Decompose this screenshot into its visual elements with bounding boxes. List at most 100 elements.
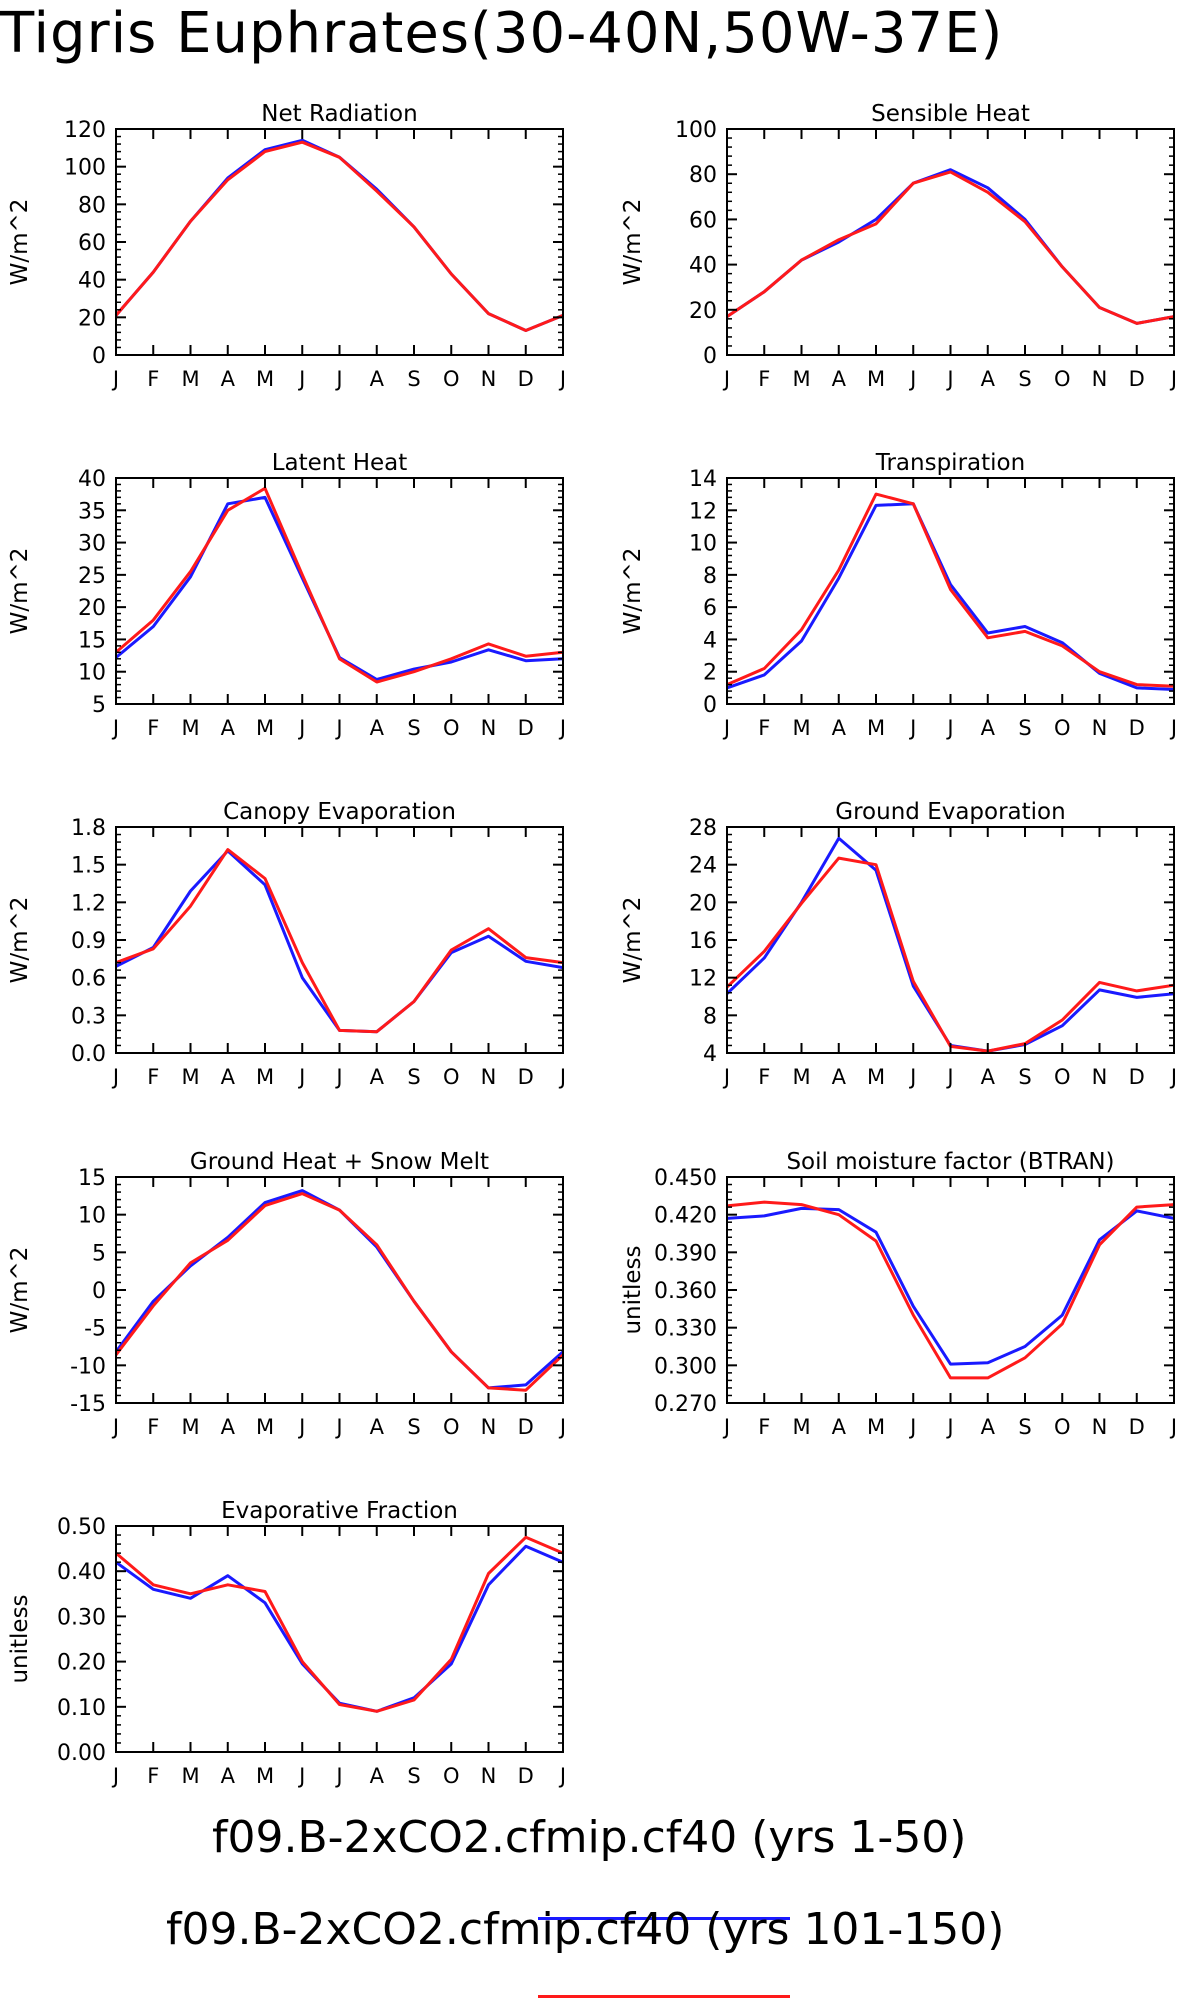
x-tick-label: M xyxy=(256,367,274,391)
x-tick-label: J xyxy=(334,1764,342,1788)
y-tick-label: 60 xyxy=(689,208,717,233)
y-tick-label: 8 xyxy=(703,564,717,589)
x-tick-label: J xyxy=(945,1415,953,1439)
x-tick-label: F xyxy=(147,367,159,391)
x-tick-label: S xyxy=(1018,1415,1031,1439)
x-tick-label: J xyxy=(1169,1415,1177,1439)
plot-frame xyxy=(115,128,564,356)
y-tick-label: 20 xyxy=(78,306,106,331)
x-tick-label: N xyxy=(481,367,497,391)
x-tick-label: J xyxy=(722,1415,730,1439)
y-tick-label: 0.270 xyxy=(654,1392,717,1417)
y-tick-label: 0 xyxy=(703,344,717,369)
y-tick-label: 24 xyxy=(689,854,717,879)
x-tick-label: J xyxy=(297,1764,305,1788)
y-tick-label: 0 xyxy=(703,693,717,718)
series-line-b xyxy=(725,856,1175,1053)
x-tick-label: F xyxy=(758,716,770,740)
y-axis-label: W/m^2 xyxy=(620,548,646,635)
series-line-b xyxy=(726,170,1175,325)
y-tick-label: 0.360 xyxy=(654,1279,717,1304)
y-tick-label: 10 xyxy=(689,532,717,557)
x-tick-label: O xyxy=(1054,716,1071,740)
y-tick-label: 0.50 xyxy=(57,1515,106,1540)
x-tick-label: J xyxy=(558,716,566,740)
x-tick-label: M xyxy=(256,1065,274,1089)
x-tick-label: A xyxy=(370,1764,385,1788)
y-tick-label: 40 xyxy=(78,269,106,294)
y-tick-label: 0.30 xyxy=(57,1605,106,1630)
x-tick-label: N xyxy=(481,1415,497,1439)
x-tick-label: F xyxy=(758,1065,770,1089)
y-tick-label: 0.330 xyxy=(654,1317,717,1342)
x-tick-label: N xyxy=(1092,367,1108,391)
series-line-b xyxy=(115,486,564,684)
y-tick-label: 20 xyxy=(689,891,717,916)
y-tick-label: 0 xyxy=(92,344,106,369)
y-axis-label: unitless xyxy=(620,1245,646,1334)
x-tick-label: J xyxy=(334,716,342,740)
y-tick-label: 15 xyxy=(78,628,106,653)
y-tick-label: 80 xyxy=(689,163,717,188)
y-tick-label: 80 xyxy=(78,193,106,218)
series-line-a xyxy=(726,502,1175,691)
x-tick-label: S xyxy=(1018,1065,1031,1089)
x-tick-label: O xyxy=(443,716,460,740)
x-tick-label: J xyxy=(111,1764,119,1788)
x-tick-label: N xyxy=(1092,716,1108,740)
y-tick-label: 16 xyxy=(689,929,717,954)
x-tick-label: J xyxy=(334,367,342,391)
x-tick-label: O xyxy=(443,367,460,391)
y-tick-label: 4 xyxy=(703,628,717,653)
x-tick-label: M xyxy=(792,1415,810,1439)
x-tick-label: A xyxy=(221,716,236,740)
y-tick-label: 5 xyxy=(92,693,106,718)
y-tick-label: 40 xyxy=(78,467,106,492)
series-line-b xyxy=(115,848,564,1034)
legend-swatch-series-b xyxy=(538,1995,790,1998)
panel-title: Canopy Evaporation xyxy=(223,799,456,825)
x-tick-label: F xyxy=(147,1764,159,1788)
x-tick-label: J xyxy=(945,1065,953,1089)
x-tick-label: A xyxy=(832,716,847,740)
x-tick-label: N xyxy=(1092,1415,1108,1439)
x-tick-label: J xyxy=(1169,1065,1177,1089)
figure-title: Tigris Euphrates(30-40N,50W-37E) xyxy=(0,1,1004,66)
x-tick-label: A xyxy=(221,1764,236,1788)
panel-title: Ground Evaporation xyxy=(835,799,1065,825)
y-tick-label: 40 xyxy=(689,254,717,279)
series-line-b xyxy=(114,1192,565,1392)
chart-panel-8: J F M A M J J A S O N D J0.2700.3000.3300.3600.3900.… xyxy=(620,1149,1177,1439)
panel-title: Sensible Heat xyxy=(871,101,1030,127)
y-tick-label: 0.3 xyxy=(71,1004,106,1029)
x-tick-label: J xyxy=(558,1764,566,1788)
x-tick-label: O xyxy=(1054,367,1071,391)
x-tick-label: A xyxy=(370,716,385,740)
x-tick-label: D xyxy=(518,716,534,740)
x-tick-label: S xyxy=(407,1065,420,1089)
y-tick-label: 5 xyxy=(92,1241,106,1266)
chart-panel-4: J F M A M J J A S O N D J02468101214TranspirationW/m… xyxy=(620,450,1177,740)
y-tick-label: 10 xyxy=(78,1204,106,1229)
y-tick-label: 60 xyxy=(78,231,106,256)
x-tick-label: J xyxy=(111,1415,119,1439)
series-line-a xyxy=(726,168,1175,325)
x-tick-label: N xyxy=(481,716,497,740)
x-tick-label: M xyxy=(867,1065,885,1089)
y-tick-label: 2 xyxy=(703,661,717,686)
x-tick-label: N xyxy=(481,1764,497,1788)
x-tick-label: D xyxy=(518,1764,534,1788)
x-tick-label: O xyxy=(443,1415,460,1439)
x-tick-label: A xyxy=(981,716,996,740)
x-tick-label: S xyxy=(407,1764,420,1788)
panel-title: Net Radiation xyxy=(261,101,417,127)
x-tick-label: M xyxy=(792,716,810,740)
x-tick-label: A xyxy=(981,367,996,391)
y-tick-label: 28 xyxy=(689,816,717,841)
x-tick-label: J xyxy=(297,367,305,391)
plot-frame xyxy=(726,128,1175,356)
x-tick-label: F xyxy=(147,1065,159,1089)
